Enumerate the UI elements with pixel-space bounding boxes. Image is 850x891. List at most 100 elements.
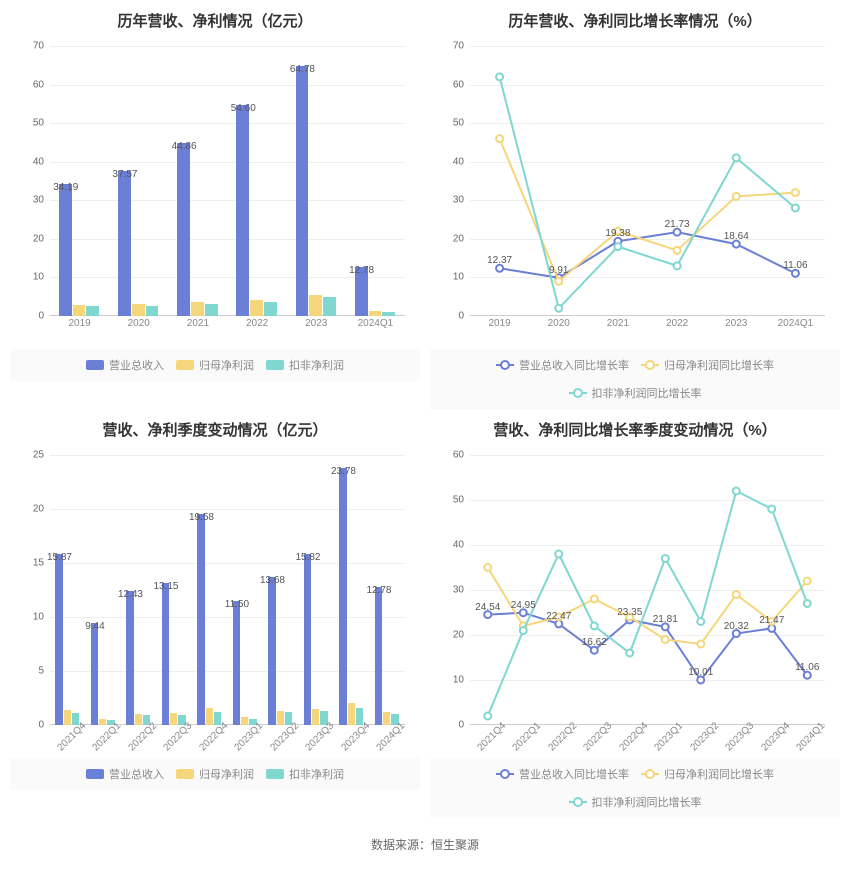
legend-label: 归母净利润同比增长率: [664, 766, 774, 782]
x-tick-label: 2021: [187, 318, 209, 329]
legend-item: 扣非净利润同比增长率: [569, 385, 702, 401]
bar-value-label: 15.82: [295, 552, 320, 563]
line-value-label: 9.91: [549, 265, 568, 276]
legend-item: 营业总收入: [86, 357, 164, 373]
bar-value-label: 23.78: [331, 466, 356, 477]
legend-line-icon: [496, 364, 514, 366]
chart-area: 01020304050607012.379.9119.3821.7318.641…: [440, 41, 830, 341]
y-tick-label: 20: [33, 504, 44, 515]
legend-swatch: [266, 769, 284, 779]
bar: [250, 300, 263, 316]
bar: [55, 554, 62, 725]
x-tick-label: 2022Q2: [546, 720, 579, 753]
bar: [135, 714, 142, 725]
legend-item: 扣非净利润同比增长率: [569, 794, 702, 810]
x-tick-label: 2024Q1: [778, 318, 814, 329]
line-value-label: 20.32: [724, 620, 749, 631]
chart-legend: 营业总收入同比增长率 归母净利润同比增长率扣非净利润同比增长率: [430, 349, 840, 409]
chart-legend: 营业总收入归母净利润扣非净利润: [10, 349, 420, 381]
bar: [296, 66, 309, 316]
bar: [146, 306, 159, 316]
chart-quarterly-revenue: 营收、净利季度变动情况（亿元） 051015202515.879.4412.43…: [10, 419, 420, 818]
x-tick-label: 2021Q4: [475, 720, 508, 753]
y-tick-label: 30: [453, 195, 464, 206]
x-tick-label: 2021: [607, 318, 629, 329]
legend-label: 营业总收入同比增长率: [519, 357, 629, 373]
x-tick-label: 2023: [725, 318, 747, 329]
bar: [126, 591, 133, 725]
y-tick-label: 0: [458, 720, 464, 731]
bar: [312, 709, 319, 725]
line-value-label: 11.06: [795, 662, 819, 673]
legend-label: 归母净利润同比增长率: [664, 357, 774, 373]
x-tick-label: 2019: [68, 318, 90, 329]
legend-line-icon: [641, 364, 659, 366]
x-tick-label: 2022Q4: [197, 720, 230, 753]
bar: [162, 583, 169, 725]
chart-annual-growth: 历年营收、净利同比增长率情况（%） 01020304050607012.379.…: [430, 10, 840, 409]
legend-label: 扣非净利润同比增长率: [592, 385, 702, 401]
y-tick-label: 60: [33, 79, 44, 90]
bar-value-label: 11.50: [225, 599, 249, 610]
legend-item: 扣非净利润: [266, 357, 344, 373]
x-tick-label: 2022Q3: [582, 720, 615, 753]
y-tick-label: 40: [453, 540, 464, 551]
y-tick-label: 40: [453, 156, 464, 167]
legend-swatch: [266, 360, 284, 370]
x-tick-label: 2023Q4: [339, 720, 372, 753]
bar: [177, 143, 190, 316]
x-tick-label: 2022Q3: [162, 720, 195, 753]
bar: [73, 305, 86, 316]
x-tick-label: 2023Q1: [233, 720, 266, 753]
bar-value-label: 15.87: [47, 552, 72, 563]
y-tick-label: 20: [453, 233, 464, 244]
y-tick-label: 0: [38, 720, 44, 731]
legend-item: 营业总收入同比增长率: [496, 357, 629, 373]
legend-label: 扣非净利润同比增长率: [592, 794, 702, 810]
x-tick-label: 2023Q3: [304, 720, 337, 753]
legend-item: 归母净利润: [176, 766, 254, 782]
bar: [264, 302, 277, 316]
bar-value-label: 34.19: [53, 182, 78, 193]
bar-value-label: 64.78: [290, 64, 315, 75]
y-tick-label: 70: [33, 41, 44, 52]
bar-value-label: 9.44: [85, 621, 104, 632]
bar-value-label: 12.78: [349, 265, 374, 276]
legend-swatch: [176, 360, 194, 370]
bar: [323, 297, 336, 316]
x-tick-label: 2022: [246, 318, 268, 329]
y-tick-label: 10: [453, 675, 464, 686]
y-tick-label: 0: [458, 311, 464, 322]
legend-line-icon: [641, 773, 659, 775]
chart-legend: 营业总收入归母净利润扣非净利润: [10, 758, 420, 790]
y-tick-label: 70: [453, 41, 464, 52]
bar: [64, 710, 71, 725]
x-tick-label: 2023Q3: [724, 720, 757, 753]
y-tick-label: 20: [33, 233, 44, 244]
x-tick-label: 2020: [548, 318, 570, 329]
bar: [86, 306, 99, 316]
line-value-label: 10.01: [688, 667, 713, 678]
legend-swatch: [176, 769, 194, 779]
x-tick-label: 2024Q1: [358, 318, 394, 329]
bar-value-label: 54.60: [231, 103, 256, 114]
bar-value-label: 12.43: [118, 589, 143, 600]
bar: [191, 302, 204, 316]
bar: [339, 468, 346, 725]
bar: [383, 712, 390, 725]
line-value-label: 18.64: [724, 231, 749, 242]
y-tick-label: 50: [453, 118, 464, 129]
legend-item: 归母净利润: [176, 357, 254, 373]
line-value-label: 19.38: [605, 228, 630, 239]
y-tick-label: 10: [33, 272, 44, 283]
x-tick-label: 2022Q1: [91, 720, 124, 753]
chart-grid: 历年营收、净利情况（亿元） 01020304050607034.1937.574…: [0, 0, 850, 828]
bar: [277, 711, 284, 725]
chart-annual-revenue: 历年营收、净利情况（亿元） 01020304050607034.1937.574…: [10, 10, 420, 409]
x-tick-label: 2023Q1: [653, 720, 686, 753]
bar-value-label: 37.57: [112, 169, 137, 180]
bar: [348, 703, 355, 725]
y-tick-label: 60: [453, 450, 464, 461]
chart-area: 01020304050607034.1937.5744.8654.6064.78…: [20, 41, 410, 341]
x-tick-label: 2020: [128, 318, 150, 329]
